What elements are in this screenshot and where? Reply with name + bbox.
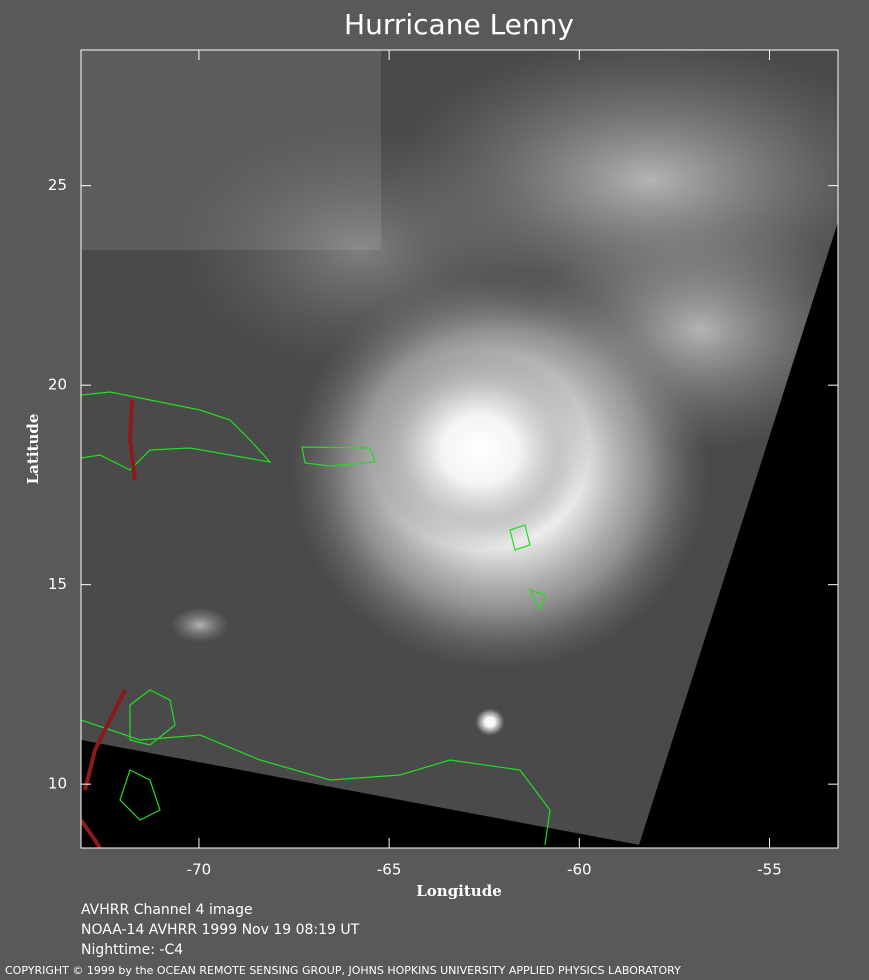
caption: Nighttime: -C4 [81, 942, 183, 958]
satellite-image [81, 50, 838, 848]
copyright: COPYRIGHT © 1999 by the OCEAN REMOTE SEN… [5, 964, 681, 977]
x-tick-label: -65 [377, 861, 402, 879]
y-tick-label: 10 [48, 775, 67, 793]
x-tick-label: -70 [187, 861, 212, 879]
captions: AVHRR Channel 4 image NOAA-14 AVHRR 1999 … [81, 902, 360, 958]
y-axis-label: Latitude [24, 414, 42, 485]
caption: NOAA-14 AVHRR 1999 Nov 19 08:19 UT [81, 922, 360, 938]
x-tick-label: -55 [757, 861, 782, 879]
plot-frame [80, 49, 839, 849]
x-tick-label: -60 [567, 861, 592, 879]
caption: AVHRR Channel 4 image [81, 902, 253, 918]
y-tick-label: 20 [48, 376, 67, 394]
y-tick-label: 15 [48, 575, 67, 593]
title: Hurricane Lenny [344, 8, 574, 41]
x-axis-label: Longitude [416, 882, 502, 900]
y-tick-label: 25 [48, 176, 67, 194]
